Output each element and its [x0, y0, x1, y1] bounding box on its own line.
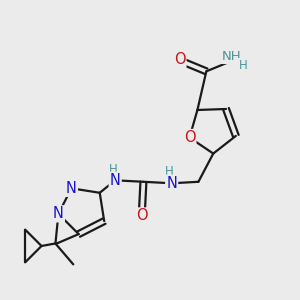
- Text: N: N: [53, 206, 64, 221]
- Text: H: H: [238, 59, 247, 72]
- Text: O: O: [136, 208, 148, 224]
- Text: N: N: [66, 181, 77, 196]
- Text: NH: NH: [222, 50, 242, 63]
- Text: O: O: [184, 130, 195, 145]
- Text: N: N: [110, 173, 121, 188]
- Text: H: H: [165, 166, 174, 178]
- Text: N: N: [166, 176, 177, 191]
- Text: O: O: [174, 52, 185, 67]
- Text: H: H: [108, 163, 117, 176]
